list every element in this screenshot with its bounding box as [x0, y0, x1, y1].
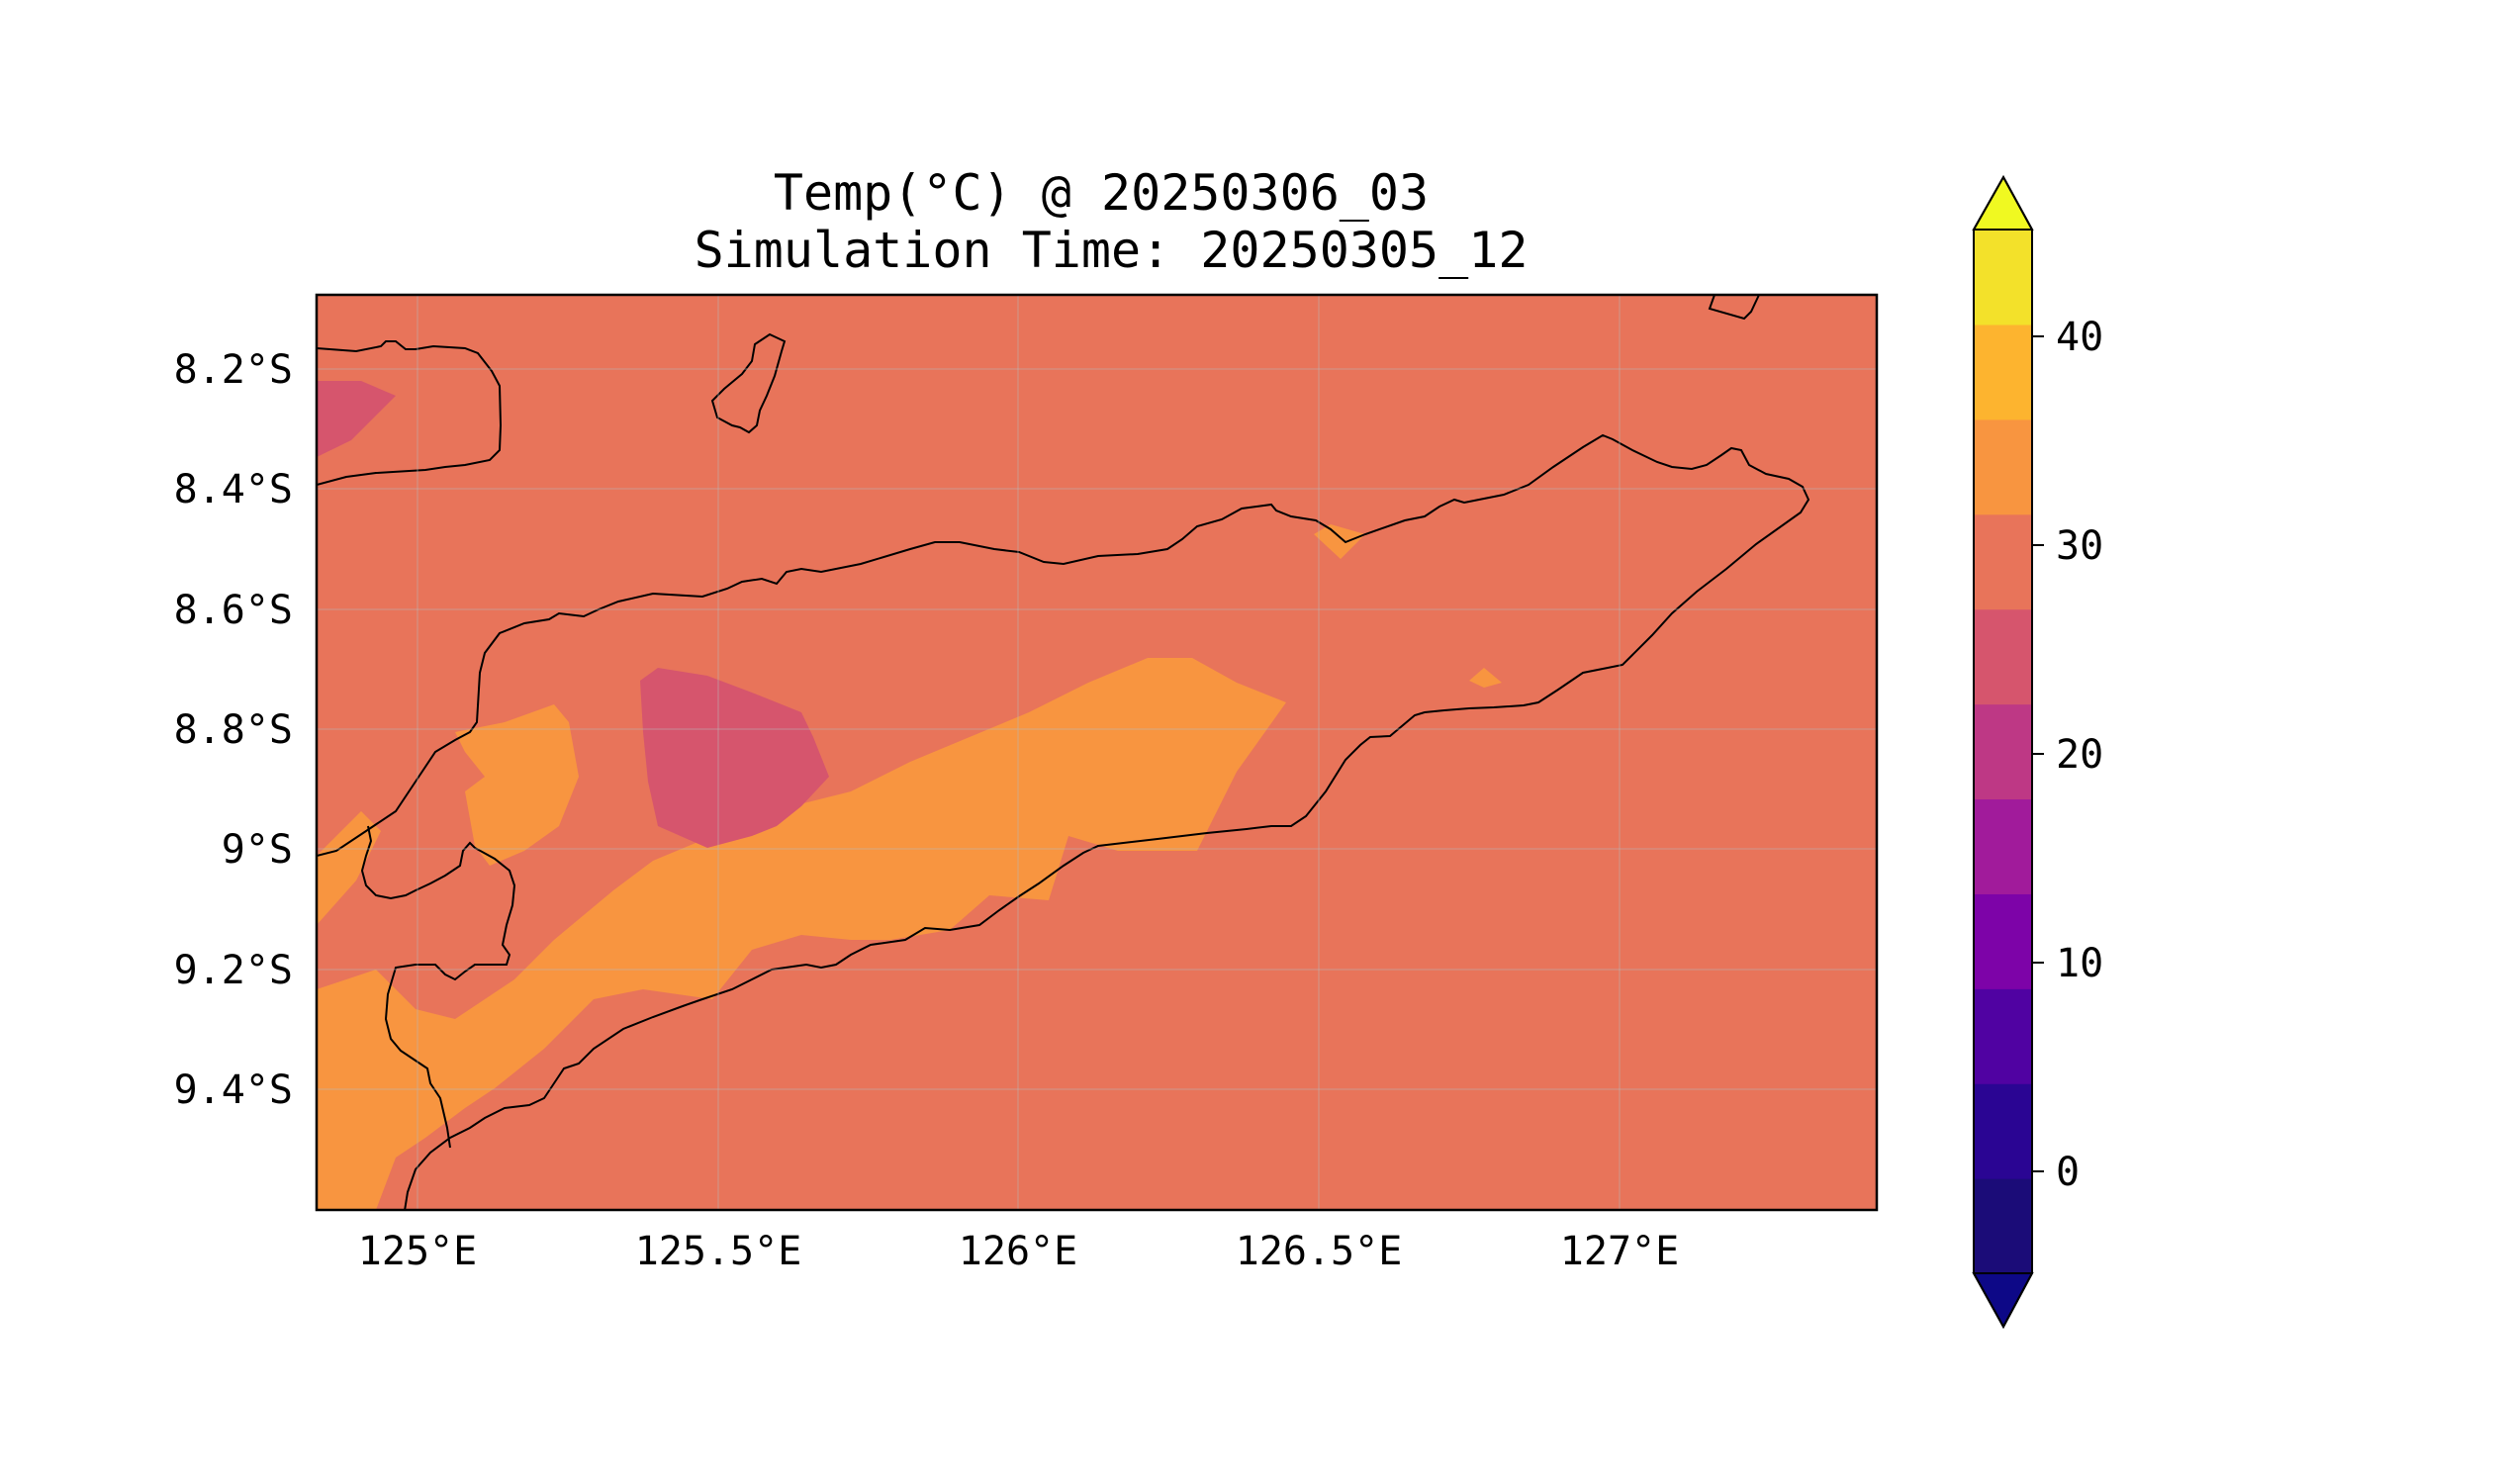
- colorbar-min-extend: [1972, 1272, 2034, 1330]
- contour-region-20-25-northwest: [317, 381, 396, 457]
- coastline-northwest-island: [317, 340, 503, 486]
- map-title-line2: Simulation Time: 20250305_12: [695, 222, 1529, 279]
- coastline-timor: [317, 433, 1810, 1210]
- colorbar-band: [1974, 798, 2032, 894]
- x-tick-label: 126.5°E: [1236, 1229, 1403, 1274]
- y-tick-label: 9.2°S: [174, 948, 293, 993]
- colorbar-max-extend: [1972, 174, 2034, 231]
- x-tick-label: 127°E: [1560, 1229, 1679, 1274]
- colorbar-ticks: 0 10 20 30 40: [2032, 315, 2103, 1195]
- gridlines: [317, 295, 1877, 1210]
- colorbar-tick-label: 0: [2056, 1150, 2080, 1195]
- coastline-enclave: [360, 825, 516, 1149]
- y-tick-label: 9°S: [222, 827, 293, 873]
- x-tick-label: 125°E: [358, 1229, 477, 1274]
- contour-region-30-35-edge: [317, 811, 381, 925]
- colorbar-tick-label: 30: [2056, 523, 2103, 569]
- map-plot-area: [317, 295, 1877, 1210]
- colorbar-tick-label: 40: [2056, 315, 2103, 360]
- colorbar-band: [1974, 418, 2032, 515]
- x-tick-label: 125.5°E: [635, 1229, 802, 1274]
- map-frame: [315, 293, 1879, 1212]
- contour-region-30-35-coast-east: [1314, 524, 1365, 559]
- contour-region-20-25-central: [640, 668, 829, 848]
- x-axis-tick-labels: 125°E 125.5°E 126°E 126.5°E 127°E: [358, 1229, 1679, 1274]
- y-tick-label: 8.6°S: [174, 588, 293, 633]
- colorbar-band: [1974, 1178, 2032, 1274]
- contour-region-30-35-coast-small: [1469, 668, 1502, 688]
- colorbar-band: [1974, 608, 2032, 705]
- colorbar: 0 10 20 30 40: [1972, 174, 2103, 1330]
- coastline-northeast-fragment: [1708, 295, 1760, 321]
- colorbar-tick-label: 10: [2056, 941, 2103, 986]
- colorbar-band: [1974, 513, 2032, 610]
- colorbar-outline: [1973, 174, 2033, 1330]
- contour-region-30-35-main: [317, 658, 1286, 1210]
- contour-region-30-35-west: [455, 704, 579, 866]
- y-tick-label: 8.4°S: [174, 467, 293, 512]
- y-tick-label: 8.2°S: [174, 347, 293, 393]
- colorbar-bands: [1974, 230, 2032, 1274]
- colorbar-band: [1974, 703, 2032, 800]
- x-tick-label: 126°E: [959, 1229, 1077, 1274]
- coastline-layer: [317, 295, 1810, 1210]
- colorbar-tick-label: 20: [2056, 732, 2103, 778]
- colorbar-band: [1974, 230, 2032, 325]
- colorbar-band: [1974, 324, 2032, 420]
- map-title-line1: Temp(°C) @ 20250306_03: [774, 164, 1429, 222]
- colorbar-band: [1974, 893, 2032, 989]
- colorbar-band: [1974, 988, 2032, 1084]
- y-axis-tick-labels: 8.2°S 8.4°S 8.6°S 8.8°S 9°S 9.2°S 9.4°S: [174, 347, 293, 1113]
- coastline-atauro-island: [710, 332, 787, 434]
- y-tick-label: 8.8°S: [174, 707, 293, 753]
- colorbar-band: [1974, 1083, 2032, 1179]
- y-tick-label: 9.4°S: [174, 1067, 293, 1113]
